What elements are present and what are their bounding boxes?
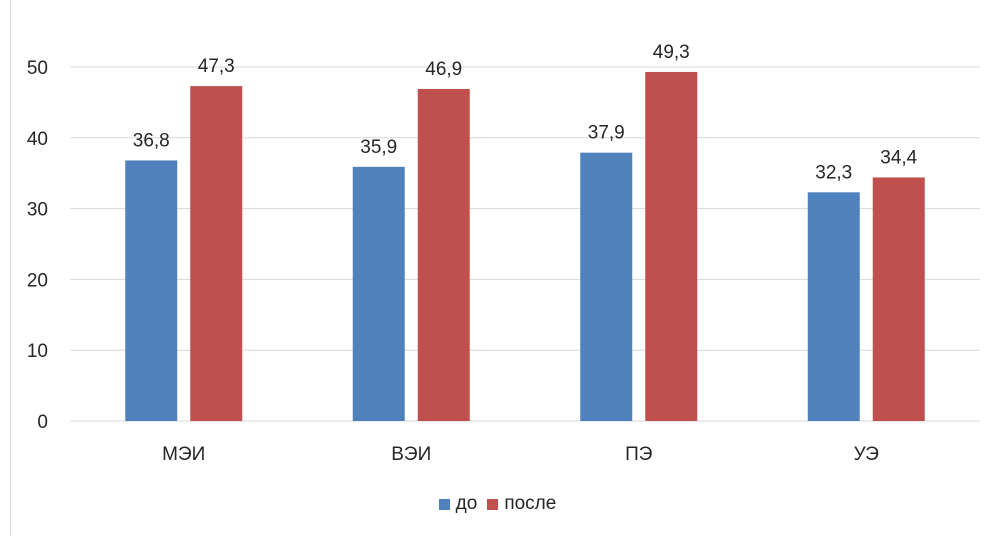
- data-label: 34,4: [880, 147, 917, 168]
- bar: [580, 152, 633, 421]
- legend: до после: [0, 493, 995, 515]
- legend-label-series-1: до: [455, 493, 478, 514]
- bar: [645, 71, 698, 422]
- x-tick-label: МЭИ: [162, 444, 205, 465]
- x-axis-ticks: МЭИ ВЭИ ПЭ УЭ: [162, 444, 879, 465]
- bar: [125, 160, 178, 421]
- legend-swatch-series-1: [438, 498, 450, 510]
- x-tick-label: ПЭ: [625, 444, 652, 465]
- bars: [125, 71, 925, 422]
- legend-swatch-series-2: [487, 498, 499, 510]
- legend-item-series-1: до: [438, 493, 478, 515]
- y-tick-label: 20: [27, 270, 48, 291]
- bar-chart: 0 10 20 30 40 50 36,8 47,3 35,9 46,9 37,9 49,3 32,3…: [27, 42, 980, 465]
- y-tick-label: 0: [37, 412, 48, 433]
- bar: [807, 192, 860, 421]
- legend-item-series-2: после: [487, 493, 556, 515]
- x-tick-label: УЭ: [854, 444, 879, 465]
- y-tick-label: 40: [27, 129, 48, 150]
- data-label: 37,9: [588, 123, 625, 144]
- chart-frame-line: [10, 0, 11, 536]
- bar: [190, 86, 243, 421]
- data-label: 49,3: [653, 42, 690, 63]
- data-label: 47,3: [198, 56, 235, 77]
- data-label: 32,3: [815, 162, 852, 183]
- y-axis-ticks: 0 10 20 30 40 50: [27, 58, 48, 433]
- legend-label-series-2: после: [504, 493, 557, 514]
- data-labels: 36,8 47,3 35,9 46,9 37,9 49,3 32,3 34,4: [133, 42, 918, 183]
- bar: [872, 177, 925, 421]
- y-tick-label: 10: [27, 341, 48, 362]
- bar: [352, 166, 405, 421]
- data-label: 46,9: [425, 59, 462, 80]
- data-label: 35,9: [360, 137, 397, 158]
- y-tick-label: 50: [27, 58, 48, 79]
- data-label: 36,8: [133, 130, 170, 151]
- y-tick-label: 30: [27, 200, 48, 221]
- bar: [417, 88, 470, 421]
- x-tick-label: ВЭИ: [391, 444, 431, 465]
